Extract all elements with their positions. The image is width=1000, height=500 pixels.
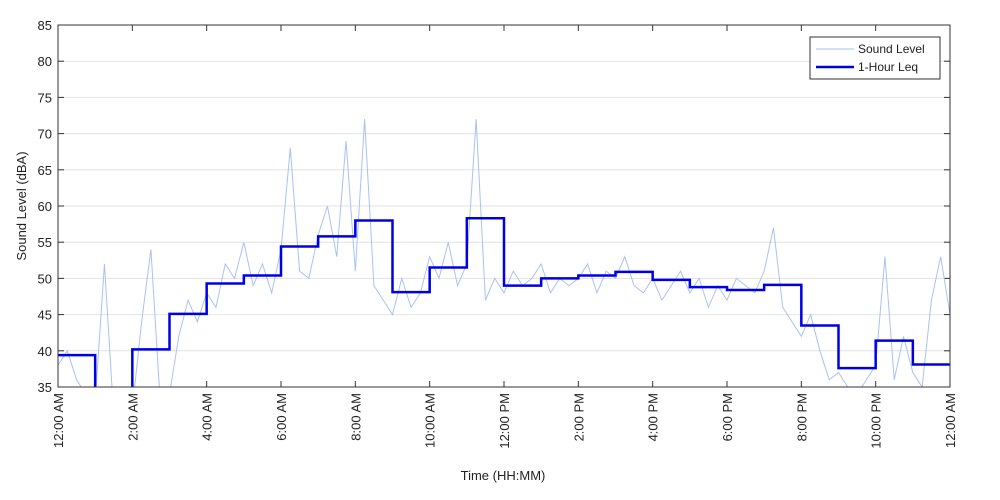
y-tick-label: 45 bbox=[38, 308, 52, 323]
y-tick-label: 55 bbox=[38, 235, 52, 250]
y-tick-label: 70 bbox=[38, 127, 52, 142]
x-tick-label: 12:00 PM bbox=[497, 393, 512, 449]
y-tick-label: 40 bbox=[38, 344, 52, 359]
legend-label: 1-Hour Leq bbox=[858, 60, 918, 74]
axes-box bbox=[57, 24, 951, 388]
x-tick-label: 6:00 AM bbox=[274, 393, 289, 441]
y-tick-label: 85 bbox=[38, 18, 52, 33]
x-tick-label: 10:00 PM bbox=[869, 393, 884, 449]
x-tick-label: 2:00 PM bbox=[571, 393, 586, 441]
y-tick-label: 35 bbox=[38, 380, 52, 395]
x-tick-label: 4:00 PM bbox=[646, 393, 661, 441]
legend-box bbox=[809, 36, 941, 80]
leq-line bbox=[58, 217, 950, 387]
y-tick-label: 75 bbox=[38, 90, 52, 105]
y-tick-label: 50 bbox=[38, 271, 52, 286]
legend-label: Sound Level bbox=[858, 42, 925, 56]
plot-lines bbox=[58, 119, 950, 387]
y-tick-label: 60 bbox=[38, 199, 52, 214]
x-tick-label: 8:00 PM bbox=[794, 393, 809, 441]
x-tick-label: 12:00 AM bbox=[51, 393, 66, 448]
x-tick-label: 10:00 AM bbox=[423, 393, 438, 448]
x-tick-label: 2:00 AM bbox=[125, 393, 140, 441]
y-tick-label: 80 bbox=[38, 54, 52, 69]
y-axis-label: Sound Level (dBA) bbox=[14, 151, 29, 260]
x-tick-label: 12:00 AM bbox=[943, 393, 958, 448]
y-tick-label: 65 bbox=[38, 163, 52, 178]
x-tick-label: 8:00 AM bbox=[348, 393, 363, 441]
x-tick-label: 4:00 AM bbox=[200, 393, 215, 441]
x-tick-label: 6:00 PM bbox=[720, 393, 735, 441]
x-axis-label: Time (HH:MM) bbox=[461, 468, 546, 483]
